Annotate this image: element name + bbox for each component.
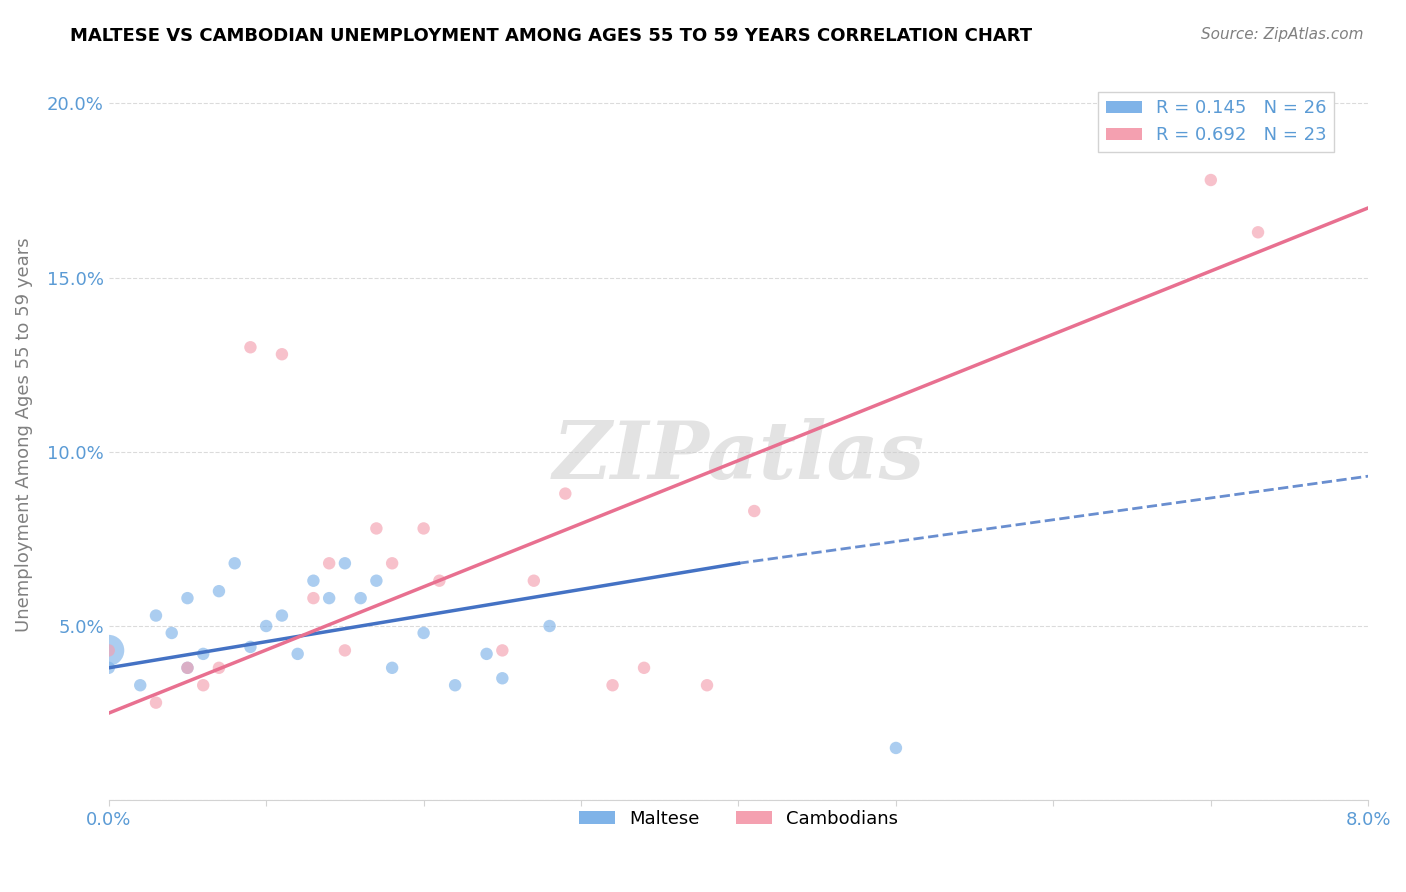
Point [208, 584, 231, 599]
Point [444, 678, 467, 692]
Point [271, 608, 294, 623]
Point [491, 671, 513, 685]
Point [633, 661, 655, 675]
Legend: Maltese, Cambodians: Maltese, Cambodians [571, 803, 905, 835]
Point [696, 678, 718, 692]
Point [208, 661, 231, 675]
Point [287, 647, 309, 661]
Point [254, 619, 277, 633]
Point [176, 591, 198, 606]
Point [302, 591, 325, 606]
Point [145, 696, 167, 710]
Text: ZIPatlas: ZIPatlas [553, 417, 925, 495]
Point [602, 678, 624, 692]
Point [412, 626, 434, 640]
Point [884, 741, 907, 756]
Text: Source: ZipAtlas.com: Source: ZipAtlas.com [1201, 27, 1364, 42]
Point [1247, 225, 1270, 239]
Point [97, 643, 120, 657]
Point [366, 574, 388, 588]
Point [427, 574, 450, 588]
Point [193, 647, 215, 661]
Text: MALTESE VS CAMBODIAN UNEMPLOYMENT AMONG AGES 55 TO 59 YEARS CORRELATION CHART: MALTESE VS CAMBODIAN UNEMPLOYMENT AMONG … [70, 27, 1032, 45]
Point [271, 347, 294, 361]
Point [160, 626, 183, 640]
Point [554, 486, 576, 500]
Point [381, 556, 404, 570]
Point [97, 661, 120, 675]
Point [412, 521, 434, 535]
Point [176, 661, 198, 675]
Point [742, 504, 765, 518]
Point [193, 678, 215, 692]
Point [318, 591, 340, 606]
Point [381, 661, 404, 675]
Point [176, 661, 198, 675]
Point [318, 556, 340, 570]
Y-axis label: Unemployment Among Ages 55 to 59 years: Unemployment Among Ages 55 to 59 years [15, 237, 32, 632]
Point [239, 340, 262, 354]
Point [366, 521, 388, 535]
Point [302, 574, 325, 588]
Point [475, 647, 498, 661]
Point [333, 643, 356, 657]
Point [350, 591, 373, 606]
Point [491, 643, 513, 657]
Point [129, 678, 152, 692]
Point [1199, 173, 1222, 187]
Point [239, 640, 262, 654]
Point [224, 556, 246, 570]
Point [97, 643, 120, 657]
Point [145, 608, 167, 623]
Point [538, 619, 561, 633]
Point [523, 574, 546, 588]
Point [333, 556, 356, 570]
